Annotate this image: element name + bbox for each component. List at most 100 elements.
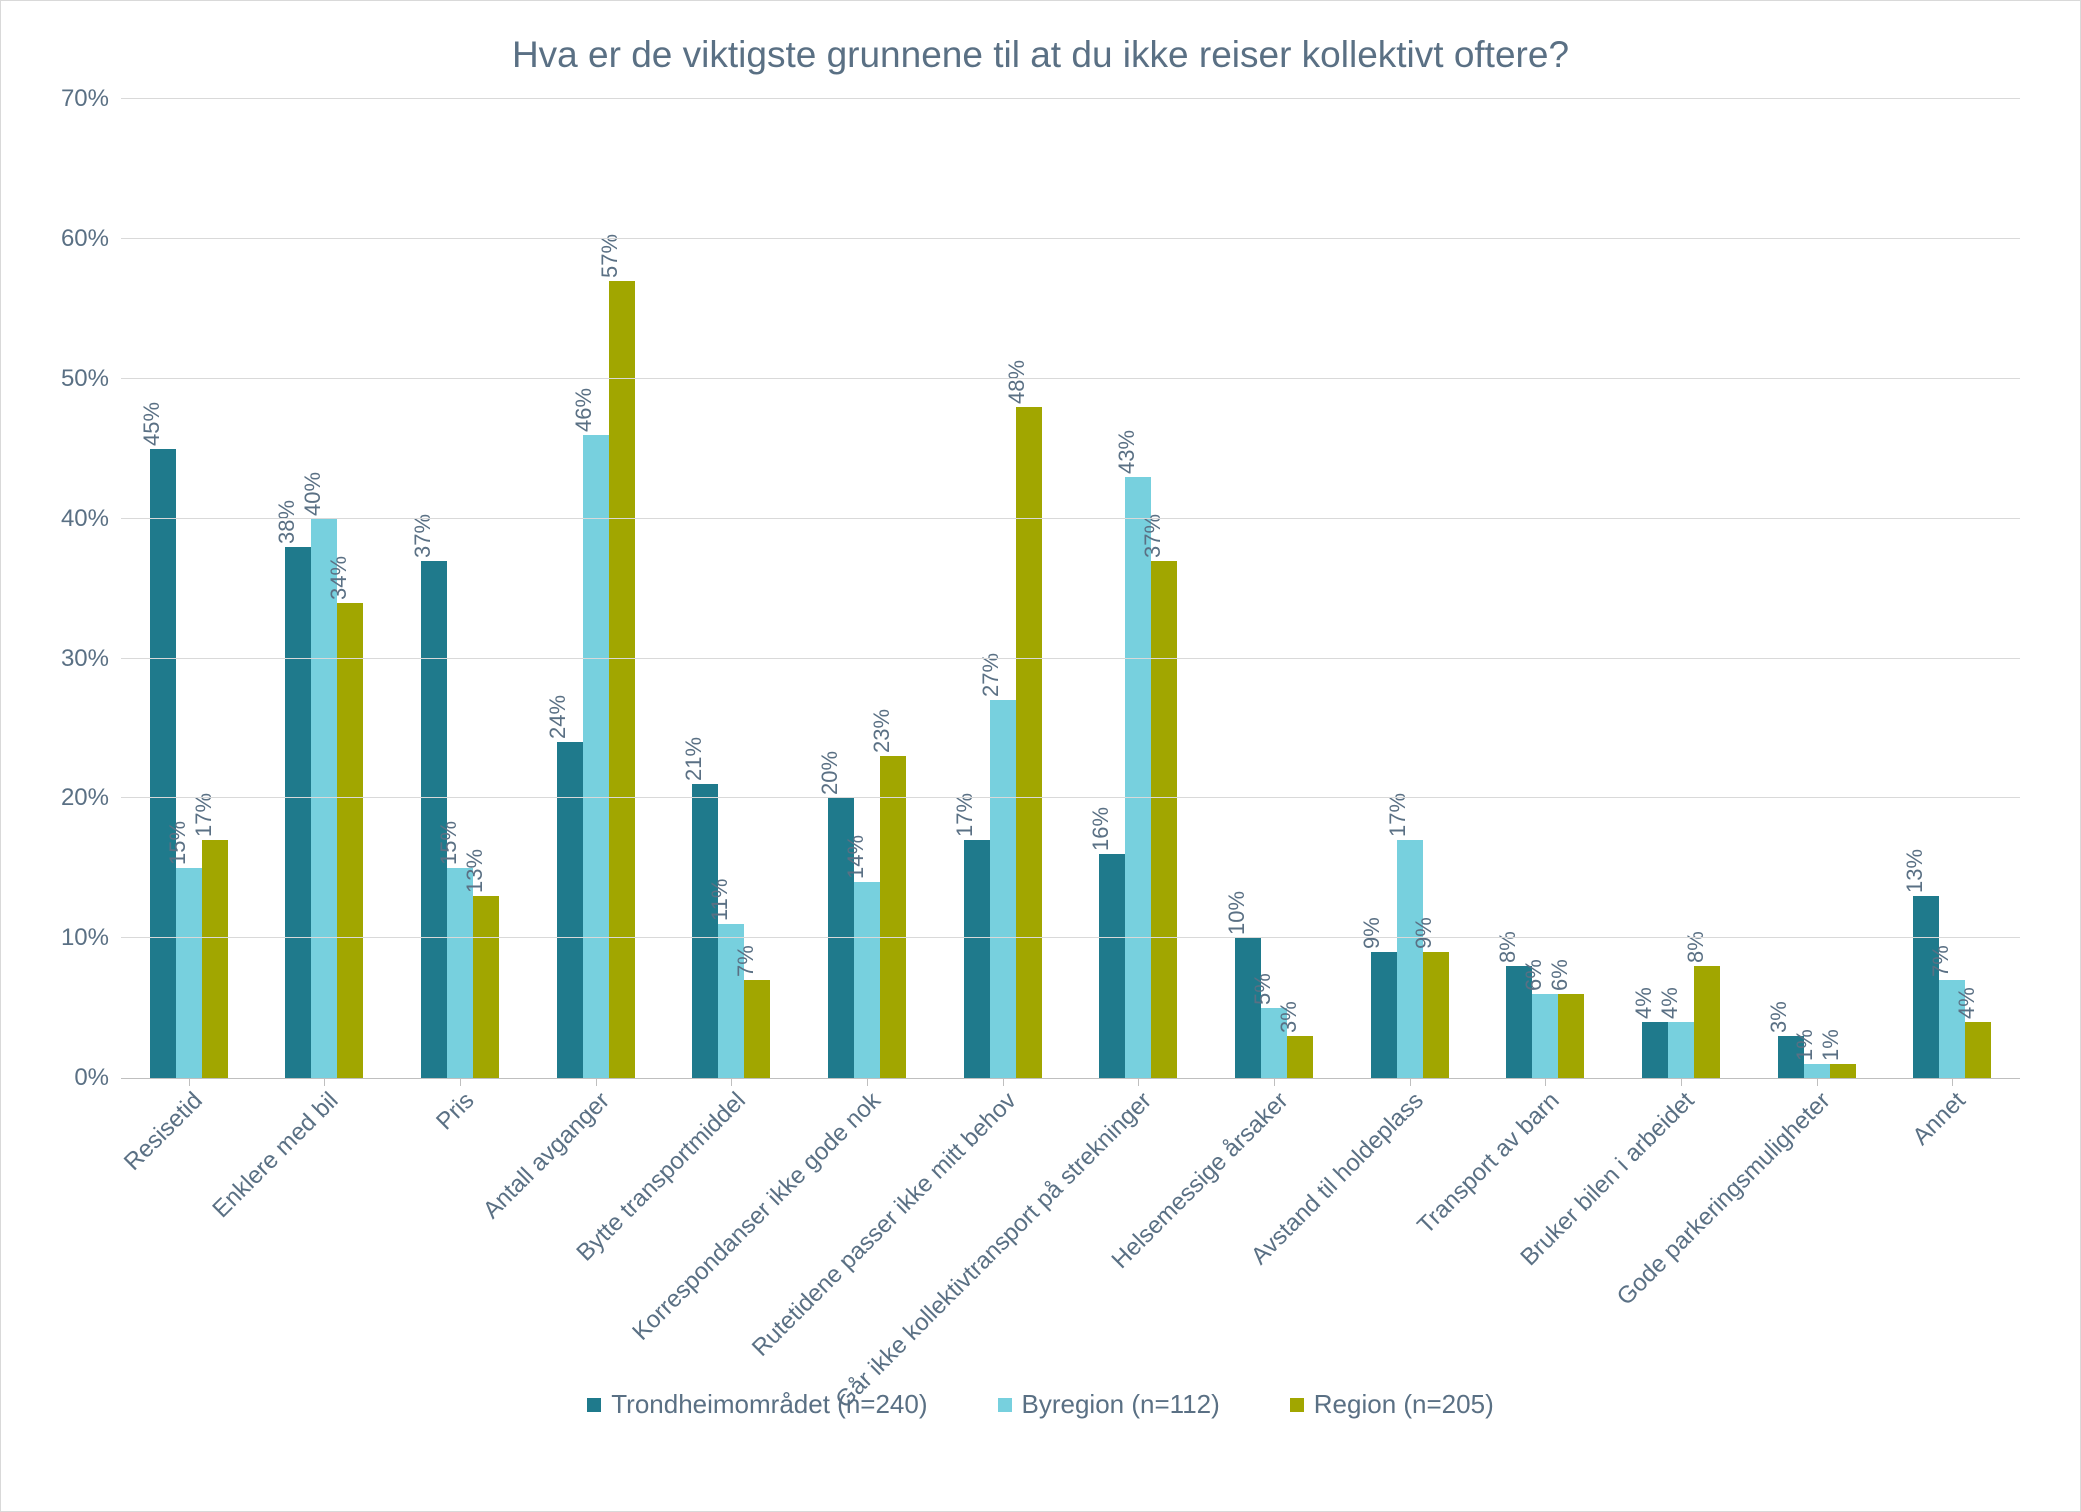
y-tick-label: 50% [61, 365, 109, 393]
bar-value-label: 13% [464, 849, 486, 896]
bar-group: 24%46%57% [528, 99, 664, 1078]
bar-value-label: 37% [1142, 514, 1164, 561]
bar-value-label: 40% [302, 472, 324, 519]
gridline [121, 238, 2020, 239]
bar: 4% [1965, 1022, 1991, 1078]
bar-group: 10% 5% 3% [1206, 99, 1342, 1078]
bar: 23% [880, 756, 906, 1078]
legend-item: Region (n=205) [1290, 1389, 1494, 1420]
bar-value-label: 9% [1361, 917, 1383, 952]
bar-value-label: 48% [1006, 360, 1028, 407]
gridline [121, 98, 2020, 99]
gridline [121, 518, 2020, 519]
bar: 14% [854, 882, 880, 1078]
bar: 6% [1532, 994, 1558, 1078]
bar-group: 17%27%48% [935, 99, 1071, 1078]
bar-value-label: 3% [1768, 1001, 1790, 1036]
bar-group: 9%17%9% [1342, 99, 1478, 1078]
bar: 15% [176, 868, 202, 1078]
bar: 37% [421, 561, 447, 1078]
bar-value-label: 6% [1549, 959, 1571, 994]
bar: 27% [990, 700, 1016, 1078]
bar-group: 37%15%13% [392, 99, 528, 1078]
x-tick: Annet [1884, 1079, 2020, 1389]
bar: 16% [1099, 854, 1125, 1078]
bar: 57% [609, 281, 635, 1078]
legend-swatch [1290, 1398, 1304, 1412]
bar-value-label: 46% [573, 388, 595, 435]
bar-value-label: 21% [683, 737, 705, 784]
bar: 1% [1804, 1064, 1830, 1078]
gridline [121, 658, 2020, 659]
x-tick: Gode parkeringsmuligheter [1749, 1079, 1885, 1389]
bar-value-label: 1% [1794, 1029, 1816, 1064]
y-tick-label: 60% [61, 225, 109, 253]
bar-value-label: 17% [1387, 793, 1409, 840]
bar-value-label: 45% [141, 402, 163, 449]
bar: 17% [1397, 840, 1423, 1078]
bar-value-label: 57% [599, 234, 621, 281]
x-tick-label: Annet [1908, 1087, 1972, 1151]
bar-value-label: 15% [167, 821, 189, 868]
bar-value-label: 11% [709, 879, 731, 924]
bar-value-label: 9% [1413, 917, 1435, 952]
y-tick-label: 30% [61, 645, 109, 673]
y-tick-label: 40% [61, 505, 109, 533]
x-tick-label: Resisetid [119, 1087, 209, 1177]
legend-swatch [998, 1398, 1012, 1412]
bar-value-label: 6% [1523, 959, 1545, 994]
bar-value-label: 38% [276, 500, 298, 547]
legend-swatch [587, 1398, 601, 1412]
bar: 1% [1830, 1064, 1856, 1078]
x-tick-label: Pris [431, 1087, 480, 1136]
bar: 48% [1016, 407, 1042, 1078]
bar: 37% [1151, 561, 1177, 1078]
chart-title: Hva er de viktigste grunnene til at du i… [111, 31, 1970, 79]
bar-value-label: 17% [193, 793, 215, 840]
bar-value-label: 27% [980, 653, 1002, 700]
bar: 46% [583, 435, 609, 1078]
gridline [121, 797, 2020, 798]
bar: 21% [692, 784, 718, 1078]
legend: Trondheimområdet (n=240) Byregion (n=112)… [31, 1389, 2050, 1420]
bar: 3% [1287, 1036, 1313, 1078]
bar-group: 16%43%37% [1070, 99, 1206, 1078]
bar-group: 20%14%23% [799, 99, 935, 1078]
x-tick: Enklere med bil [257, 1079, 393, 1389]
gridline [121, 937, 2020, 938]
bar: 9% [1371, 952, 1397, 1078]
bar-group: 3%1%1% [1749, 99, 1885, 1078]
bar: 4% [1668, 1022, 1694, 1078]
bar-value-label: 10% [1226, 891, 1248, 938]
bars-row: 45%15%17%38%40%34%37%15%13%24%46%57%21%1… [121, 99, 2020, 1078]
xticks-row: ResisetidEnklere med bilPrisAntall avgan… [121, 1079, 2020, 1389]
bar-group: 8%6%6% [1477, 99, 1613, 1078]
bar: 45% [150, 449, 176, 1078]
bar-group: 21%11%7% [664, 99, 800, 1078]
bar: 43% [1125, 477, 1151, 1078]
bar-value-label: 4% [1633, 987, 1655, 1022]
bar: 13% [1913, 896, 1939, 1078]
bar-group: 38%40%34% [257, 99, 393, 1078]
y-tick-label: 10% [61, 924, 109, 952]
x-tick: Resisetid [121, 1079, 257, 1389]
bar: 6% [1558, 994, 1584, 1078]
bar-group: 13%7% 4% [1884, 99, 2020, 1078]
plot-wrapper: 45%15%17%38%40%34%37%15%13%24%46%57%21%1… [121, 99, 2020, 1079]
legend-label: Byregion (n=112) [1022, 1389, 1220, 1420]
bar-value-label: 17% [954, 793, 976, 840]
bar: 4% [1642, 1022, 1668, 1078]
bar: 15% [447, 868, 473, 1078]
bar-value-label: 16% [1090, 807, 1112, 854]
bar: 34% [337, 603, 363, 1079]
bar-value-label: 14% [845, 835, 867, 882]
y-tick-label: 70% [61, 85, 109, 113]
legend-label: Region (n=205) [1314, 1389, 1494, 1420]
bar-value-label: 34% [328, 556, 350, 603]
bar: 38% [285, 547, 311, 1078]
bar-value-label: 43% [1116, 430, 1138, 477]
bar-value-label: 5% [1252, 973, 1274, 1008]
bar: 9% [1423, 952, 1449, 1078]
bar-value-label: 7% [1930, 945, 1952, 980]
legend-item: Trondheimområdet (n=240) [587, 1389, 927, 1420]
